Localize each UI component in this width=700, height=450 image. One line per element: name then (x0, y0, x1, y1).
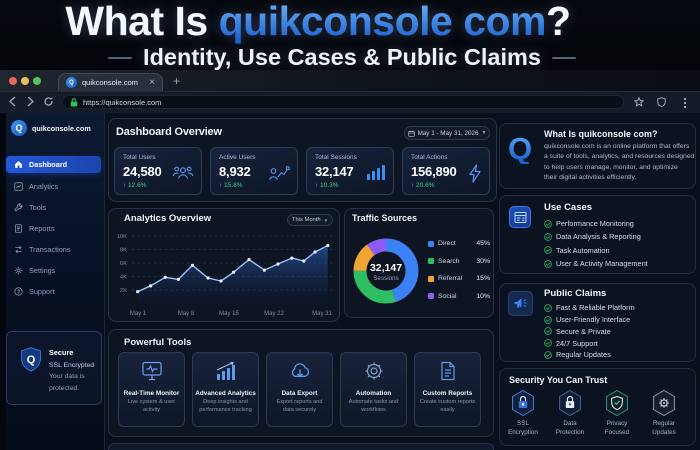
svg-text:May 31: May 31 (312, 311, 332, 317)
svg-text:May 1: May 1 (130, 311, 147, 317)
svg-text:Q: Q (27, 354, 36, 366)
svg-text:10K: 10K (117, 234, 127, 240)
svg-text:May 8: May 8 (178, 311, 195, 317)
svg-text:6K: 6K (120, 261, 127, 267)
svg-text:May 22: May 22 (264, 311, 284, 317)
svg-text:8K: 8K (120, 248, 127, 254)
svg-text:4K: 4K (120, 275, 127, 281)
svg-text:2K: 2K (120, 288, 127, 294)
svg-text:May 15: May 15 (219, 311, 239, 317)
